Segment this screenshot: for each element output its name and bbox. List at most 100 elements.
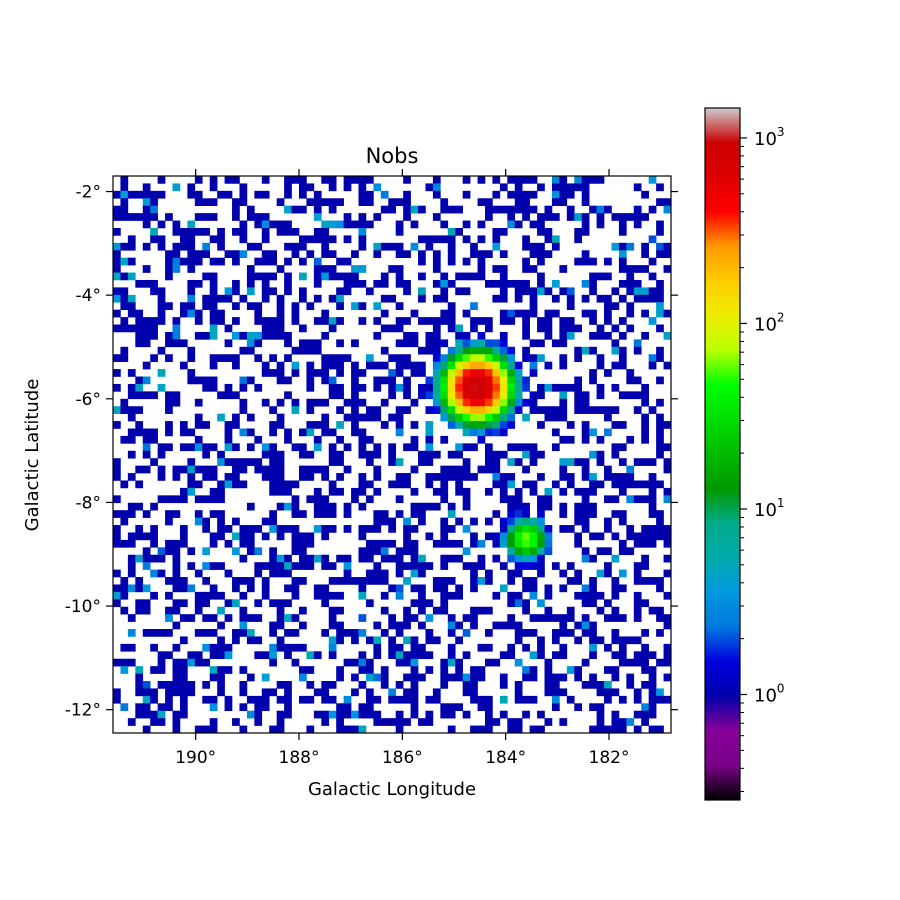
heatmap-cell: [150, 198, 158, 207]
heatmap-cell: [261, 651, 270, 660]
heatmap-cell: [142, 554, 151, 563]
heatmap-cell: [358, 242, 367, 251]
heatmap-cell: [202, 443, 211, 452]
heatmap-cell: [291, 176, 300, 184]
heatmap-cell: [544, 547, 553, 556]
heatmap-cell: [232, 532, 240, 541]
heatmap-cell: [485, 421, 493, 429]
heatmap-cell: [544, 495, 553, 504]
heatmap-cell: [589, 532, 597, 541]
heatmap-cell: [269, 510, 277, 518]
heatmap-cell: [276, 480, 285, 489]
heatmap-cell: [544, 681, 553, 689]
heatmap-cell: [425, 629, 434, 637]
heatmap-cell: [150, 227, 158, 236]
heatmap-cell: [499, 391, 508, 400]
heatmap-cell: [544, 584, 553, 593]
heatmap-cell: [336, 361, 344, 370]
heatmap-cell: [284, 428, 292, 437]
heatmap-cell: [455, 636, 463, 645]
heatmap-cell: [157, 190, 166, 199]
heatmap-cell: [179, 703, 188, 712]
heatmap-cell: [313, 272, 322, 281]
heatmap-cell: [172, 554, 181, 563]
heatmap-cell: [537, 279, 545, 288]
heatmap-cell: [499, 421, 508, 429]
heatmap-cell: [492, 294, 501, 303]
heatmap-cell: [395, 227, 404, 236]
heatmap-cell: [165, 577, 173, 585]
heatmap-cell: [373, 562, 382, 570]
heatmap-cell: [641, 265, 649, 273]
heatmap-cell: [373, 517, 382, 526]
heatmap-cell: [581, 629, 590, 637]
heatmap-cell: [142, 532, 151, 541]
heatmap-cell: [395, 473, 404, 481]
heatmap-cell: [336, 257, 344, 266]
heatmap-cell: [365, 636, 374, 645]
heatmap-cell: [343, 272, 352, 281]
heatmap-cell: [321, 502, 330, 511]
heatmap-cell: [365, 547, 374, 556]
heatmap-cell: [120, 272, 129, 281]
heatmap-cell: [403, 339, 411, 348]
heatmap-cell: [596, 391, 605, 400]
heatmap-cell: [581, 591, 590, 600]
heatmap-cell: [142, 428, 151, 437]
heatmap-cell: [269, 272, 277, 281]
heatmap-cell: [224, 643, 233, 652]
heatmap-cell: [113, 584, 121, 593]
heatmap-cell: [365, 413, 374, 422]
heatmap-cell: [418, 458, 426, 466]
heatmap-cell: [165, 398, 173, 407]
heatmap-cell: [373, 636, 382, 645]
heatmap-cell: [179, 577, 188, 585]
heatmap-cell: [514, 176, 523, 184]
heatmap-cell: [351, 673, 359, 682]
heatmap-cell: [239, 346, 248, 355]
heatmap-cell: [395, 250, 404, 258]
heatmap-cell: [589, 376, 597, 385]
heatmap-cell: [113, 265, 121, 273]
heatmap-cell: [529, 725, 538, 734]
heatmap-cell: [440, 666, 449, 674]
heatmap-cell: [187, 220, 196, 229]
heatmap-cell: [477, 220, 486, 229]
heatmap-cell: [574, 621, 583, 630]
heatmap-cell: [380, 673, 389, 682]
heatmap-cell: [113, 421, 121, 429]
heatmap-cell: [611, 666, 620, 674]
heatmap-cell: [492, 354, 501, 362]
heatmap-cell: [358, 710, 367, 719]
heatmap-cell: [596, 435, 605, 444]
heatmap-cell: [157, 554, 166, 563]
heatmap-cell: [373, 413, 382, 422]
heatmap-cell: [276, 614, 285, 622]
heatmap-cell: [455, 450, 463, 459]
heatmap-cell: [127, 554, 136, 563]
heatmap-cell: [432, 539, 441, 548]
heatmap-cell: [633, 406, 642, 414]
heatmap-cell: [604, 495, 612, 504]
heatmap-cell: [537, 421, 545, 429]
heatmap-cell: [514, 205, 523, 214]
heatmap-cell: [343, 629, 352, 637]
heatmap-cell: [336, 294, 344, 303]
heatmap-cell: [551, 614, 560, 622]
heatmap-cell: [641, 213, 649, 221]
heatmap-cell: [157, 220, 166, 229]
heatmap-cell: [261, 465, 270, 474]
heatmap-cell: [656, 517, 664, 526]
heatmap-cell: [336, 673, 344, 682]
heatmap-cell: [209, 629, 218, 637]
heatmap-cell: [596, 406, 605, 414]
heatmap-cell: [217, 606, 225, 615]
heatmap-cell: [566, 666, 575, 674]
heatmap-cell: [485, 213, 493, 221]
heatmap-cell: [418, 205, 426, 214]
heatmap-cell: [507, 354, 516, 362]
heatmap-cell: [246, 242, 255, 251]
heatmap-cell: [388, 584, 397, 593]
heatmap-cell: [351, 176, 359, 184]
heatmap-cell: [492, 398, 501, 407]
